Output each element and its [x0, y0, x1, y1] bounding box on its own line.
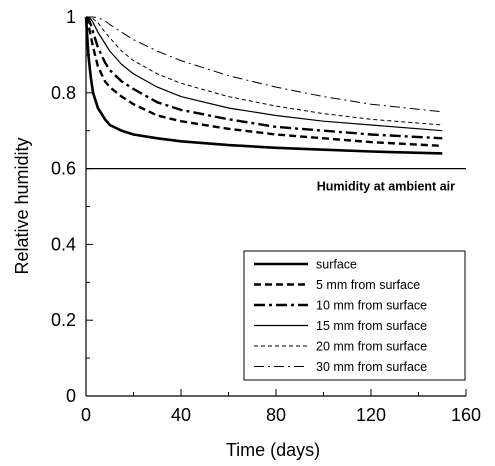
legend-label: 5 mm from surface: [316, 278, 420, 292]
y-axis-title: Relative humidity: [12, 137, 32, 274]
ambient-humidity-label: Humidity at ambient air: [317, 180, 455, 194]
series-line-2: [84, 16, 443, 148]
axes: [85, 16, 467, 397]
legend-label: 30 mm from surface: [316, 360, 427, 374]
legend-box: [243, 250, 466, 381]
reference-layer: Humidity at ambient air: [86, 168, 466, 194]
series-layer: [84, 16, 443, 155]
legend-label: 15 mm from surface: [316, 319, 427, 333]
y-tick-label: 1: [66, 7, 76, 27]
y-tick-label: 0.2: [51, 310, 76, 330]
y-tick-label: 0.6: [51, 159, 76, 179]
legend: surface 5 mm from surface 10 mm from surfa…: [243, 250, 466, 381]
legend-label: 10 mm from surface: [316, 299, 427, 313]
y-tick-label: 0.4: [51, 234, 76, 254]
x-tick-label: 120: [356, 405, 386, 425]
x-tick-label: 40: [171, 405, 191, 425]
series-line-1: [84, 16, 443, 155]
y-tick-label: 0.8: [51, 83, 76, 103]
tick-labels: 0 40 80 120 160 0 0.2 0.4 0.6 0.8 1: [51, 7, 481, 425]
y-tick-label: 0: [66, 386, 76, 406]
x-tick-label: 160: [451, 405, 481, 425]
series-line-5: [86, 16, 443, 126]
legend-label: 20 mm from surface: [316, 340, 427, 354]
series-line-3: [85, 16, 443, 140]
x-tick-label: 0: [81, 405, 91, 425]
series-line-4: [86, 16, 443, 132]
x-tick-label: 80: [266, 405, 286, 425]
x-axis-title: Time (days): [226, 440, 320, 460]
legend-label: surface: [316, 258, 357, 272]
